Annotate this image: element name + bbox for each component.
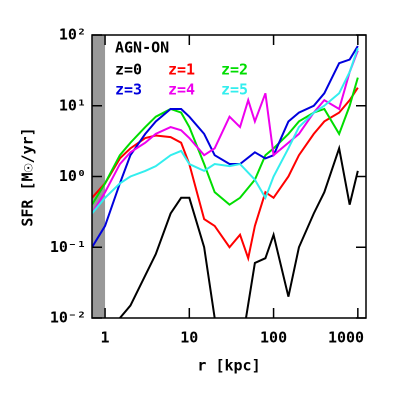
series-line — [118, 144, 359, 318]
legend-label: z=4 — [168, 81, 195, 99]
legend-label: z=1 — [168, 61, 195, 79]
legend-label: z=2 — [221, 61, 248, 79]
legend-label: z=5 — [221, 81, 248, 99]
y-tick-label: 10⁻² — [50, 309, 86, 327]
series-line — [92, 87, 359, 262]
x-axis-label: r [kpc] — [197, 357, 260, 375]
series-line — [92, 47, 359, 215]
x-tick-label: 10 — [180, 329, 198, 347]
y-tick-label: 10⁰ — [59, 167, 86, 185]
annotation: AGN-ON — [115, 39, 169, 57]
y-tick-label: 10² — [59, 26, 86, 44]
legend-label: z=0 — [115, 61, 142, 79]
x-tick-label: 100 — [260, 329, 287, 347]
x-tick-label: 1000 — [328, 329, 364, 347]
y-tick-label: 10⁻¹ — [50, 238, 86, 256]
x-tick-label: 1 — [101, 329, 110, 347]
legend-label: z=3 — [115, 81, 142, 99]
y-tick-label: 10¹ — [59, 96, 86, 114]
series-line — [92, 45, 359, 248]
y-axis-label: SFR [M☉/yr] — [19, 127, 37, 226]
